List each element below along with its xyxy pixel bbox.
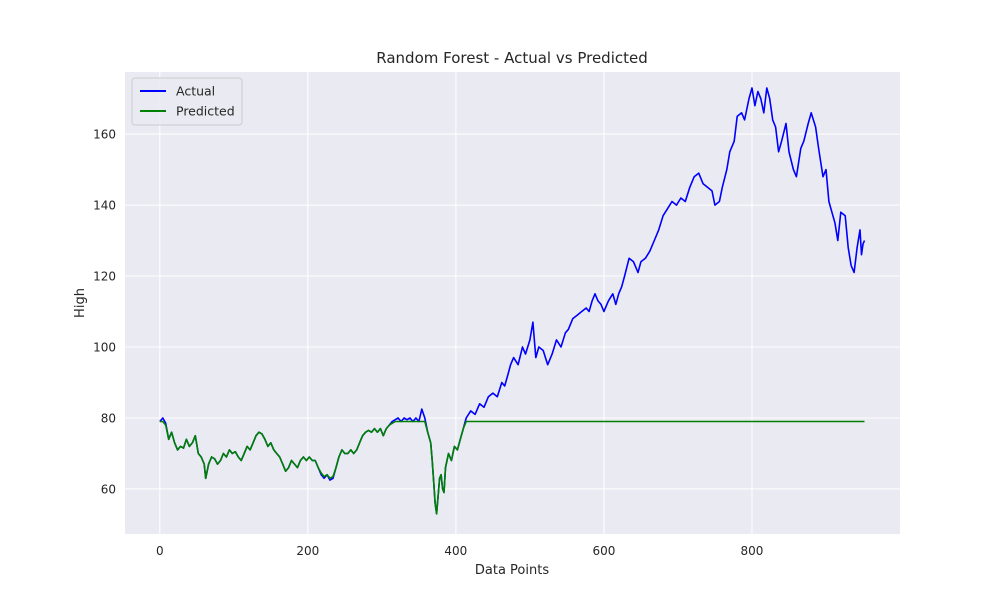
chart-title: Random Forest - Actual vs Predicted bbox=[376, 49, 648, 67]
x-tick-label: 600 bbox=[592, 544, 615, 558]
legend-label-predicted: Predicted bbox=[176, 104, 235, 119]
series-lines bbox=[159, 87, 866, 515]
x-tick-label: 400 bbox=[444, 544, 467, 558]
legend: Actual Predicted bbox=[131, 77, 243, 126]
y-tick-label: 100 bbox=[93, 341, 116, 355]
y-tick-label: 140 bbox=[93, 199, 116, 213]
y-tick-label: 120 bbox=[93, 270, 116, 284]
y-tick-labels: 60 80 100 120 140 160 bbox=[93, 128, 116, 497]
y-tick-label: 80 bbox=[101, 411, 116, 425]
legend-box bbox=[131, 77, 243, 126]
y-axis-label: High bbox=[73, 288, 88, 318]
x-tick-label: 800 bbox=[741, 544, 764, 558]
series-line-predicted bbox=[159, 420, 865, 515]
x-axis-label: Data Points bbox=[475, 563, 549, 578]
grid bbox=[125, 72, 900, 534]
legend-label-actual: Actual bbox=[176, 84, 215, 99]
y-tick-label: 160 bbox=[93, 128, 116, 142]
x-tick-labels: 0 200 400 600 800 bbox=[156, 544, 763, 558]
x-tick-label: 200 bbox=[296, 544, 319, 558]
y-tick-label: 60 bbox=[101, 482, 116, 496]
plot-area bbox=[125, 72, 900, 534]
x-tick-label: 0 bbox=[156, 544, 164, 558]
